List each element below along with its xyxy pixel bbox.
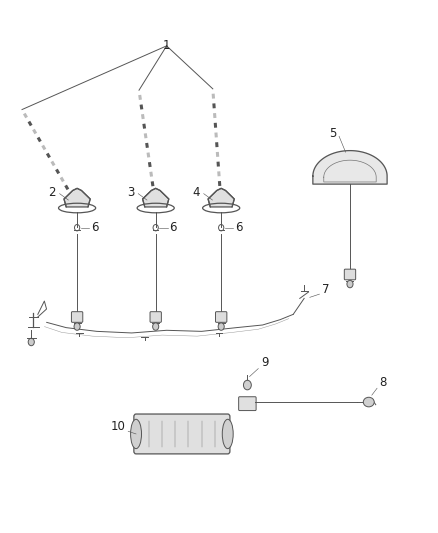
Ellipse shape — [131, 419, 141, 449]
Circle shape — [218, 323, 224, 330]
Text: 7: 7 — [322, 283, 330, 296]
FancyBboxPatch shape — [344, 269, 356, 280]
Circle shape — [347, 280, 353, 288]
Text: 10: 10 — [111, 419, 126, 433]
FancyBboxPatch shape — [150, 312, 161, 322]
Text: 8: 8 — [379, 376, 386, 389]
FancyBboxPatch shape — [71, 312, 83, 322]
Text: 1: 1 — [163, 39, 170, 52]
Circle shape — [28, 338, 34, 346]
Text: 6: 6 — [91, 221, 98, 234]
Polygon shape — [143, 188, 169, 207]
Polygon shape — [313, 151, 387, 184]
Ellipse shape — [222, 419, 233, 449]
Polygon shape — [208, 188, 234, 207]
Circle shape — [152, 323, 159, 330]
FancyBboxPatch shape — [215, 312, 227, 322]
FancyBboxPatch shape — [134, 414, 230, 454]
Circle shape — [244, 380, 251, 390]
Text: 6: 6 — [170, 221, 177, 234]
Circle shape — [74, 323, 80, 330]
Text: 6: 6 — [235, 221, 242, 234]
Polygon shape — [64, 188, 90, 207]
FancyBboxPatch shape — [239, 397, 256, 410]
Text: 4: 4 — [192, 185, 200, 199]
Text: 9: 9 — [261, 357, 268, 369]
Text: 5: 5 — [329, 127, 336, 140]
Ellipse shape — [363, 397, 374, 407]
Text: 2: 2 — [48, 185, 56, 199]
Text: 3: 3 — [127, 185, 134, 199]
